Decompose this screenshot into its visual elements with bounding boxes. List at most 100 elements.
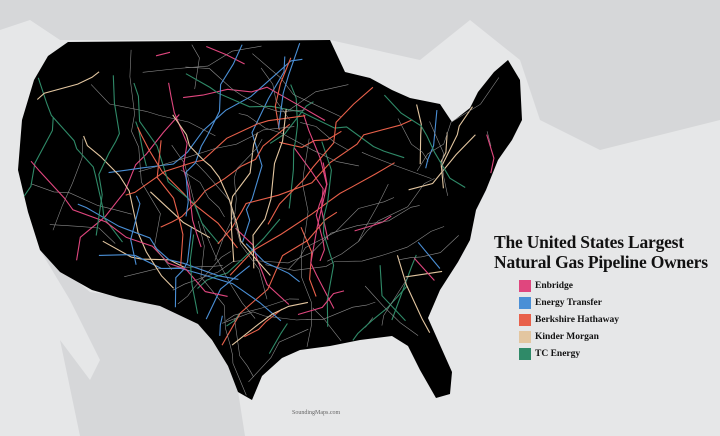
mexico-land (40, 250, 245, 436)
legend: The United States Largest Natural Gas Pip… (494, 232, 708, 362)
pipeline-segment (49, 224, 116, 244)
pipeline-segment (300, 226, 317, 297)
legend-label: TC Energy (535, 348, 581, 359)
pipeline-segment (37, 77, 123, 243)
pipeline-segment (486, 134, 495, 174)
pipeline-segment (189, 234, 199, 314)
pipeline-segment (285, 84, 349, 113)
pipeline-segment (191, 44, 200, 90)
pipeline-segment (98, 254, 282, 322)
pipeline-segment (315, 162, 328, 262)
pipeline-segment (429, 121, 448, 196)
pipeline-segment (253, 205, 420, 264)
pipeline-segment (397, 118, 429, 162)
pipeline-segment (230, 132, 259, 262)
pipeline-segment (23, 117, 54, 197)
pipeline-segment (303, 114, 335, 309)
pipeline-segment (425, 110, 438, 169)
pipeline-segment (268, 323, 288, 354)
legend-swatch (519, 313, 531, 326)
pipeline-segment (297, 290, 345, 316)
pipeline-segment (235, 227, 290, 305)
pipeline-segment (252, 108, 287, 269)
legend-swatch (519, 279, 531, 292)
pipeline-segment (274, 57, 292, 131)
pipeline-segment (83, 135, 174, 289)
pipeline-segment (278, 43, 301, 129)
pipeline-segment (52, 138, 84, 231)
pipeline-segment (185, 66, 305, 113)
pipeline-segment (225, 298, 300, 321)
pipeline-segment (440, 106, 473, 168)
pipeline-segment (396, 255, 431, 333)
pipeline-segment (416, 77, 500, 172)
legend-swatch (519, 330, 531, 343)
canada-land (0, 0, 720, 150)
pipeline-segment (135, 121, 147, 167)
title-line-2: Natural Gas Pipeline Owners (494, 252, 708, 272)
pipeline-segment (137, 126, 238, 249)
pipeline-segment (248, 328, 309, 383)
pipeline-segment (195, 162, 268, 300)
legend-swatch (519, 296, 531, 309)
pipeline-segment (206, 45, 245, 65)
pipeline-segment (36, 71, 100, 100)
pipeline-segment (358, 183, 389, 242)
pipeline-segment (222, 301, 376, 324)
legend-item-kinder-morgan: Kinder Morgan (519, 328, 708, 345)
pipeline-segment (361, 152, 432, 179)
legend-label: Kinder Morgan (535, 331, 599, 342)
legend-item-berkshire-hathaway: Berkshire Hathaway (519, 311, 708, 328)
pipeline-segment (171, 144, 256, 319)
pipeline-segment (214, 138, 263, 261)
pipeline-segment (321, 141, 335, 327)
pipeline-segment (150, 191, 211, 239)
pipeline-segment (95, 75, 120, 236)
pipeline-segment (300, 122, 349, 151)
pipeline-segment (238, 113, 359, 167)
pipeline-segment (221, 211, 338, 346)
pipeline-segment (354, 215, 392, 232)
legend-item-energy-transfer: Energy Transfer (519, 294, 708, 311)
pipeline-segment (267, 86, 374, 225)
pipeline-segment (486, 131, 492, 147)
pipeline-segment (245, 243, 300, 283)
pipeline-segment (231, 301, 309, 346)
pipeline-segment (130, 195, 141, 265)
legend-label: Enbridge (535, 280, 574, 291)
pipeline-segment (172, 260, 243, 291)
legend-title: The United States Largest Natural Gas Pip… (494, 232, 708, 272)
pipeline-segment (440, 132, 448, 189)
pipeline-segment (160, 123, 291, 228)
legend-item-enbridge: Enbridge (519, 277, 708, 294)
pipeline-segment (226, 312, 241, 327)
pipeline-segment (413, 257, 435, 281)
pipeline-segment (416, 104, 422, 165)
pipeline-segment (383, 94, 466, 188)
pipeline-segment (234, 318, 254, 377)
pipeline-segment (197, 218, 281, 289)
pipeline-segment (269, 101, 314, 144)
pipeline-segment (180, 169, 225, 218)
pipeline-segment (398, 235, 459, 261)
pipeline-segment (300, 138, 313, 347)
pipeline-segment (77, 203, 239, 280)
pipeline-segment (30, 160, 228, 297)
pipeline-segment (90, 84, 216, 137)
watermark: SoundingMaps.com (292, 410, 341, 416)
pipeline-segment (252, 53, 342, 118)
pipeline-segment (242, 56, 286, 243)
pipeline-segment (229, 162, 395, 276)
legend-label: Energy Transfer (535, 297, 602, 308)
pipeline-segment (364, 285, 419, 336)
pipeline-segment (198, 220, 247, 396)
pipeline-segment (168, 82, 202, 248)
pipeline-segment (138, 126, 295, 172)
pipeline-segment (379, 265, 406, 322)
pipeline-segment (129, 49, 173, 270)
pipeline-segment (185, 44, 243, 217)
legend-item-tc-energy: TC Energy (519, 345, 708, 362)
pipeline-segment (205, 265, 251, 320)
pipeline-segment (185, 73, 405, 159)
